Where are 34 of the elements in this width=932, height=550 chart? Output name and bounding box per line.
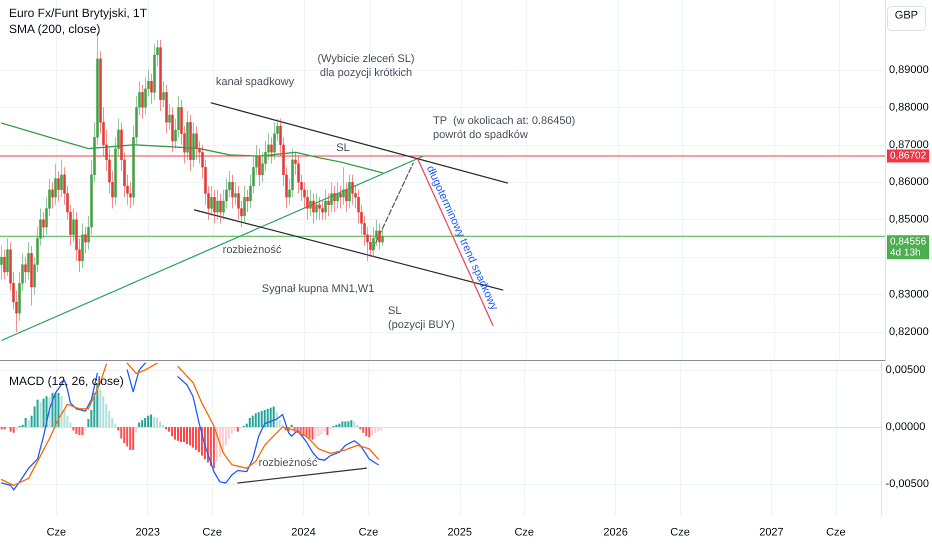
x-tick-label: 2023 [135, 526, 160, 538]
ref-line-label: 0,84556 4d 13h [890, 236, 927, 258]
y-tick-label: 0,00500 [886, 364, 926, 376]
ref-line-label: 0,86702 [890, 150, 927, 162]
x-tick-label: 2027 [759, 526, 784, 538]
annotation: Sygnał kupna MN1,W1 [262, 283, 374, 295]
annotation: TP (w okolicach at: 0.86450) powrót do spadków [433, 115, 576, 141]
y-tick-label: 0,88000 [889, 101, 929, 114]
y-tick-label: 0,83000 [889, 288, 929, 301]
annotation: SL (pozycji BUY) [388, 305, 455, 331]
x-tick-label: Cze [514, 526, 534, 538]
y-axis-title: GBP [894, 10, 918, 22]
y-tick-label: 0,87000 [889, 138, 929, 151]
annotation: SL [336, 142, 350, 154]
text: Euro Fx/Funt Brytyjski, 1T [9, 6, 148, 20]
y-tick-label: -0,00500 [886, 478, 930, 490]
y-tick-label: 0,85000 [889, 214, 929, 226]
y-tick-label: 0,00000 [886, 421, 926, 434]
y-tick-label: 0,86000 [889, 176, 929, 188]
annotation: (Wybicie zleceń SL) dla pozycji krótkich [317, 53, 415, 79]
x-tick-label: 2026 [603, 526, 628, 538]
y-tick-label: 0,89000 [889, 64, 929, 76]
x-tick-label: Cze [202, 526, 222, 538]
x-tick-label: Cze [670, 526, 690, 538]
x-tick-label: Cze [826, 526, 846, 538]
y-tick-label: 0,82000 [889, 326, 929, 338]
annotation: rozbieżność [258, 457, 318, 469]
x-tick-label: Cze [46, 526, 66, 538]
x-tick-label: 2025 [448, 526, 472, 538]
text: SMA (200, close) [9, 22, 100, 36]
x-tick-label: Cze [358, 526, 378, 538]
x-tick-label: 2024 [291, 526, 316, 538]
annotation: kanał spadkowy [216, 76, 295, 88]
annotation: rozbieżność [222, 244, 282, 256]
